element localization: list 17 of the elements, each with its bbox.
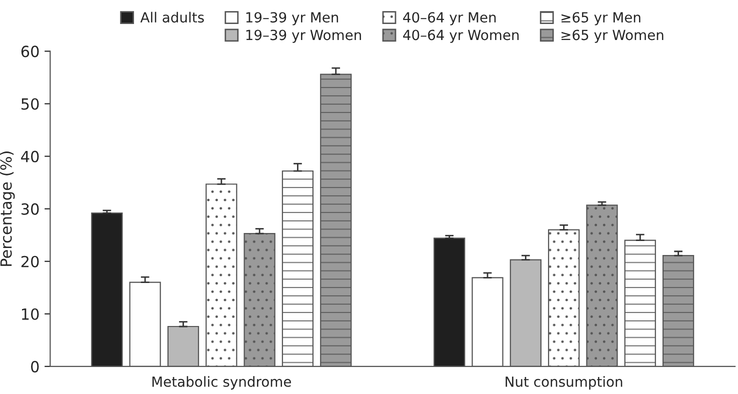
y-tick-label: 10 — [22, 308, 39, 320]
x-tick-label: Metabolic syndrome — [152, 376, 291, 390]
legend-label: All adults — [140, 12, 204, 23]
legend-label: ≥65 yr Men — [562, 12, 640, 26]
legend-label: 40–64 yr Women — [403, 30, 519, 43]
y-tick-label: 50 — [22, 98, 39, 110]
y-tick-label: 20 — [21, 256, 39, 268]
legend-label: 19–39 yr Women — [246, 30, 361, 43]
y-tick-label: 40 — [21, 150, 39, 162]
x-tick-label: Nut consumption — [506, 376, 622, 390]
y-tick-label: 60 — [21, 46, 39, 58]
legend-label: 40–64 yr Men — [403, 12, 496, 26]
legend-label: 19–39 yr Men — [246, 12, 338, 26]
legend-label: ≥65 yr Women — [562, 30, 664, 43]
y-axis-title: Percentage (%) — [0, 152, 15, 266]
y-tick-label: 30 — [21, 203, 39, 215]
y-tick-label: 0 — [31, 360, 39, 372]
